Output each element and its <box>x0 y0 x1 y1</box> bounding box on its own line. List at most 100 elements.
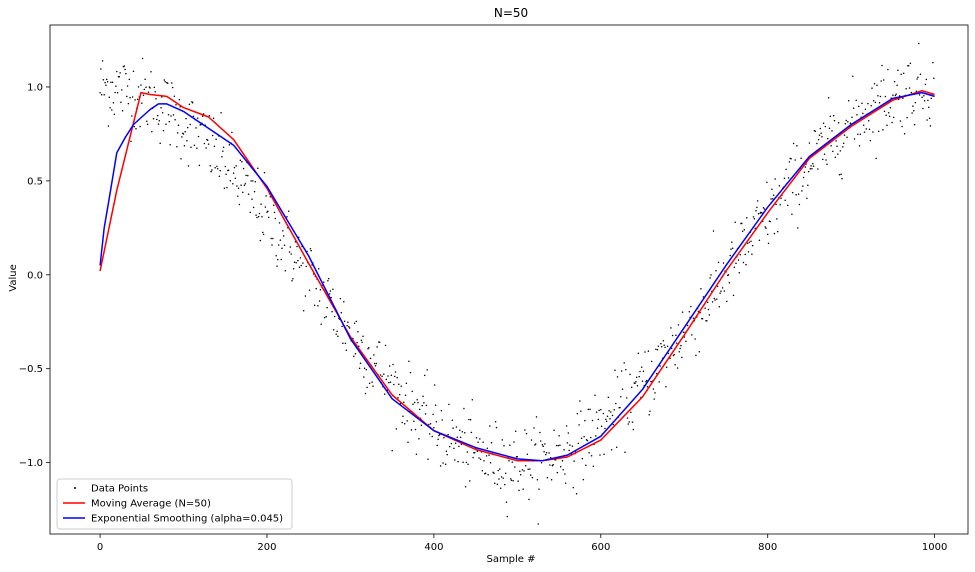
data-point <box>555 444 558 447</box>
data-point <box>627 423 630 425</box>
data-point <box>774 178 776 180</box>
data-point <box>918 42 920 45</box>
data-point <box>277 244 280 246</box>
data-point <box>892 116 895 119</box>
data-point <box>421 404 423 407</box>
data-point <box>632 428 635 431</box>
data-point <box>780 197 782 200</box>
data-point <box>756 200 759 202</box>
data-point <box>778 185 781 187</box>
data-point <box>590 454 593 457</box>
data-point <box>572 486 575 489</box>
data-point <box>176 132 179 134</box>
data-point <box>293 261 296 263</box>
data-point <box>888 115 891 117</box>
data-point <box>369 357 372 360</box>
data-point <box>847 121 849 123</box>
data-point <box>496 483 499 485</box>
data-point <box>392 363 394 366</box>
data-point <box>761 212 763 214</box>
data-point <box>620 396 622 398</box>
data-point <box>462 461 464 463</box>
data-point <box>428 423 430 426</box>
data-point <box>168 120 171 123</box>
data-point <box>731 241 733 243</box>
data-point <box>771 198 774 200</box>
data-point <box>872 99 875 102</box>
data-point <box>567 432 570 434</box>
data-point <box>125 72 127 75</box>
data-point <box>201 115 204 118</box>
data-point <box>336 330 338 332</box>
data-point <box>679 347 681 350</box>
data-point <box>933 77 935 79</box>
data-point <box>331 310 333 313</box>
data-point <box>393 383 395 386</box>
data-point <box>610 449 613 451</box>
data-point <box>156 114 159 117</box>
data-point <box>471 399 474 401</box>
data-point <box>251 198 253 200</box>
data-point <box>156 118 158 121</box>
data-point <box>468 418 470 421</box>
data-point <box>710 274 712 276</box>
data-point <box>876 84 878 87</box>
data-point <box>791 191 794 194</box>
data-point <box>713 297 716 300</box>
data-point <box>244 182 247 185</box>
data-point <box>766 181 768 184</box>
data-point <box>602 412 605 415</box>
data-point <box>647 350 650 352</box>
data-point <box>533 427 535 429</box>
data-point <box>605 420 608 422</box>
data-point <box>459 436 462 439</box>
data-point <box>797 227 799 229</box>
data-point <box>907 64 910 67</box>
data-point <box>332 288 334 291</box>
data-point <box>525 432 528 435</box>
data-point <box>707 308 710 311</box>
data-point <box>448 445 451 448</box>
data-point <box>742 261 745 264</box>
data-point <box>582 478 585 481</box>
data-point <box>164 80 166 83</box>
data-point <box>859 133 862 135</box>
data-point <box>141 57 144 60</box>
data-point <box>405 382 408 385</box>
data-point <box>494 482 496 485</box>
data-point <box>256 216 258 219</box>
data-point <box>665 385 667 388</box>
data-point <box>463 407 465 410</box>
data-point <box>231 131 233 134</box>
data-point <box>271 244 273 246</box>
data-point <box>365 368 368 371</box>
data-point <box>183 144 186 147</box>
data-point <box>474 451 476 454</box>
data-point <box>770 198 772 200</box>
data-point <box>433 427 435 429</box>
data-point <box>851 116 853 119</box>
data-point <box>275 255 277 257</box>
data-point <box>881 64 883 67</box>
data-point <box>478 457 480 459</box>
data-point <box>398 393 401 396</box>
data-point <box>489 461 492 464</box>
data-point <box>698 351 701 353</box>
data-point <box>140 84 142 86</box>
data-point <box>161 112 164 114</box>
data-point <box>391 449 393 452</box>
data-point <box>354 353 357 355</box>
chart-title: N=50 <box>494 6 528 20</box>
data-point <box>928 117 931 120</box>
data-point <box>426 369 428 371</box>
data-point <box>226 186 228 189</box>
data-point <box>597 418 600 421</box>
data-point <box>109 107 111 109</box>
data-point <box>865 128 867 130</box>
data-point <box>819 127 822 130</box>
data-point <box>553 429 555 432</box>
moving-average-line <box>99 89 935 462</box>
data-point <box>129 96 131 99</box>
data-point <box>747 251 750 253</box>
data-point <box>790 157 792 160</box>
